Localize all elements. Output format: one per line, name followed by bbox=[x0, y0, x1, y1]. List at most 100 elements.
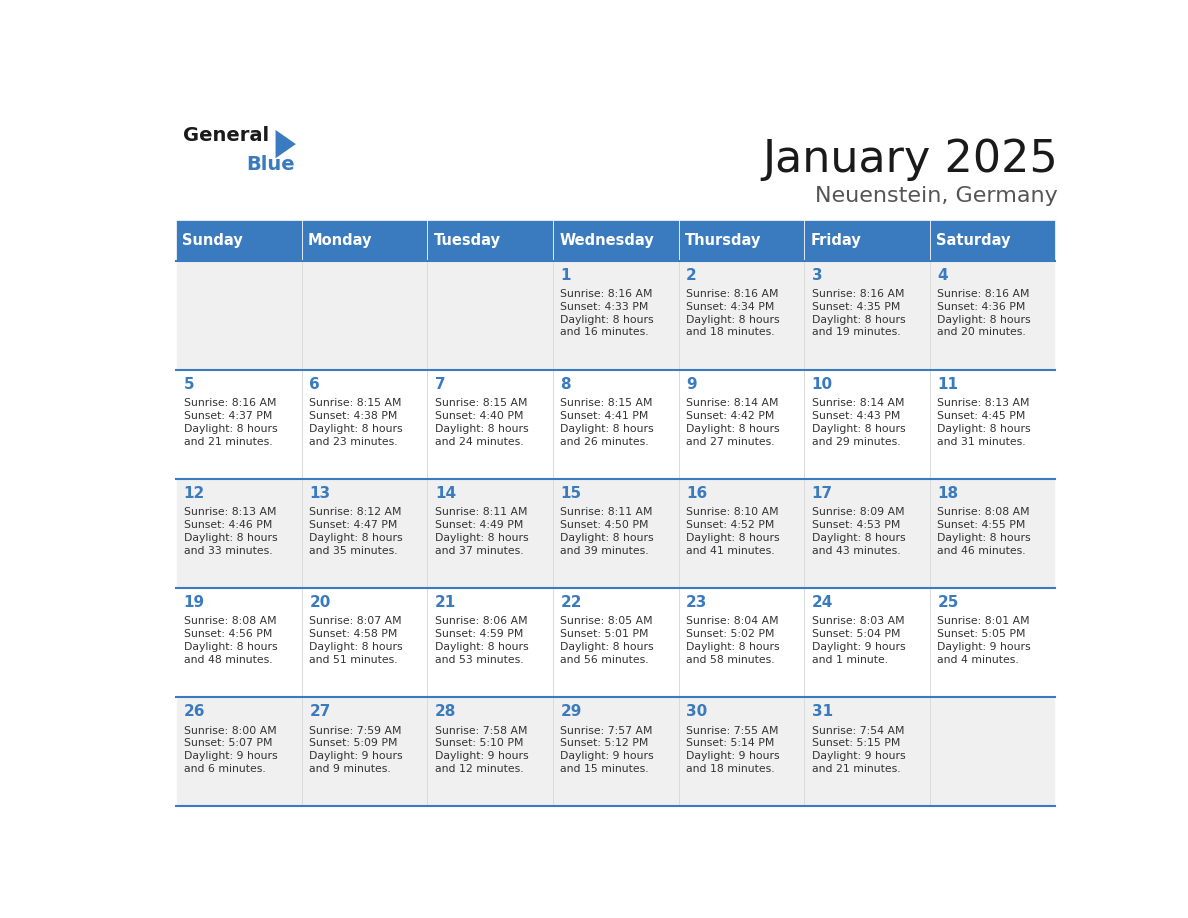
Text: 1: 1 bbox=[561, 268, 571, 283]
Text: Sunday: Sunday bbox=[183, 233, 244, 248]
Text: Sunrise: 8:16 AM
Sunset: 4:35 PM
Daylight: 8 hours
and 19 minutes.: Sunrise: 8:16 AM Sunset: 4:35 PM Dayligh… bbox=[811, 289, 905, 338]
FancyBboxPatch shape bbox=[302, 261, 428, 370]
Text: Neuenstein, Germany: Neuenstein, Germany bbox=[815, 185, 1059, 206]
Text: Sunrise: 8:00 AM
Sunset: 5:07 PM
Daylight: 9 hours
and 6 minutes.: Sunrise: 8:00 AM Sunset: 5:07 PM Dayligh… bbox=[184, 725, 277, 774]
FancyBboxPatch shape bbox=[804, 479, 930, 588]
Text: Sunrise: 7:58 AM
Sunset: 5:10 PM
Daylight: 9 hours
and 12 minutes.: Sunrise: 7:58 AM Sunset: 5:10 PM Dayligh… bbox=[435, 725, 529, 774]
Text: Sunrise: 8:14 AM
Sunset: 4:42 PM
Daylight: 8 hours
and 27 minutes.: Sunrise: 8:14 AM Sunset: 4:42 PM Dayligh… bbox=[687, 398, 779, 446]
Text: 9: 9 bbox=[687, 377, 696, 392]
Text: Sunrise: 8:16 AM
Sunset: 4:34 PM
Daylight: 8 hours
and 18 minutes.: Sunrise: 8:16 AM Sunset: 4:34 PM Dayligh… bbox=[687, 289, 779, 338]
Text: 17: 17 bbox=[811, 486, 833, 501]
FancyBboxPatch shape bbox=[428, 370, 552, 479]
Text: Sunrise: 8:15 AM
Sunset: 4:41 PM
Daylight: 8 hours
and 26 minutes.: Sunrise: 8:15 AM Sunset: 4:41 PM Dayligh… bbox=[561, 398, 655, 446]
FancyBboxPatch shape bbox=[930, 588, 1055, 698]
FancyBboxPatch shape bbox=[552, 698, 678, 806]
Text: Sunrise: 8:11 AM
Sunset: 4:49 PM
Daylight: 8 hours
and 37 minutes.: Sunrise: 8:11 AM Sunset: 4:49 PM Dayligh… bbox=[435, 508, 529, 555]
Text: 10: 10 bbox=[811, 377, 833, 392]
Text: 24: 24 bbox=[811, 595, 833, 610]
FancyBboxPatch shape bbox=[176, 479, 302, 588]
FancyBboxPatch shape bbox=[302, 698, 428, 806]
FancyBboxPatch shape bbox=[176, 588, 302, 698]
Text: 7: 7 bbox=[435, 377, 446, 392]
Text: Monday: Monday bbox=[308, 233, 373, 248]
FancyBboxPatch shape bbox=[176, 219, 302, 261]
Text: 26: 26 bbox=[184, 704, 206, 720]
Text: 16: 16 bbox=[687, 486, 707, 501]
Text: Sunrise: 8:09 AM
Sunset: 4:53 PM
Daylight: 8 hours
and 43 minutes.: Sunrise: 8:09 AM Sunset: 4:53 PM Dayligh… bbox=[811, 508, 905, 555]
FancyBboxPatch shape bbox=[176, 261, 302, 370]
FancyBboxPatch shape bbox=[552, 479, 678, 588]
Text: Wednesday: Wednesday bbox=[560, 233, 653, 248]
Text: Friday: Friday bbox=[810, 233, 861, 248]
Text: 13: 13 bbox=[309, 486, 330, 501]
FancyBboxPatch shape bbox=[804, 219, 930, 261]
Text: General: General bbox=[183, 126, 270, 145]
Text: 21: 21 bbox=[435, 595, 456, 610]
Text: 28: 28 bbox=[435, 704, 456, 720]
Text: Thursday: Thursday bbox=[684, 233, 762, 248]
Text: Sunrise: 8:16 AM
Sunset: 4:36 PM
Daylight: 8 hours
and 20 minutes.: Sunrise: 8:16 AM Sunset: 4:36 PM Dayligh… bbox=[937, 289, 1031, 338]
FancyBboxPatch shape bbox=[552, 261, 678, 370]
Text: Saturday: Saturday bbox=[936, 233, 1011, 248]
FancyBboxPatch shape bbox=[930, 219, 1055, 261]
Text: Sunrise: 8:11 AM
Sunset: 4:50 PM
Daylight: 8 hours
and 39 minutes.: Sunrise: 8:11 AM Sunset: 4:50 PM Dayligh… bbox=[561, 508, 655, 555]
Text: Sunrise: 8:04 AM
Sunset: 5:02 PM
Daylight: 8 hours
and 58 minutes.: Sunrise: 8:04 AM Sunset: 5:02 PM Dayligh… bbox=[687, 616, 779, 665]
Text: 27: 27 bbox=[309, 704, 330, 720]
Text: Sunrise: 8:15 AM
Sunset: 4:40 PM
Daylight: 8 hours
and 24 minutes.: Sunrise: 8:15 AM Sunset: 4:40 PM Dayligh… bbox=[435, 398, 529, 446]
Text: Sunrise: 8:15 AM
Sunset: 4:38 PM
Daylight: 8 hours
and 23 minutes.: Sunrise: 8:15 AM Sunset: 4:38 PM Dayligh… bbox=[309, 398, 403, 446]
FancyBboxPatch shape bbox=[678, 261, 804, 370]
FancyBboxPatch shape bbox=[302, 370, 428, 479]
Text: 15: 15 bbox=[561, 486, 582, 501]
Text: Sunrise: 8:06 AM
Sunset: 4:59 PM
Daylight: 8 hours
and 53 minutes.: Sunrise: 8:06 AM Sunset: 4:59 PM Dayligh… bbox=[435, 616, 529, 665]
Text: 31: 31 bbox=[811, 704, 833, 720]
Text: 12: 12 bbox=[184, 486, 204, 501]
Text: January 2025: January 2025 bbox=[763, 139, 1059, 182]
Text: Sunrise: 8:07 AM
Sunset: 4:58 PM
Daylight: 8 hours
and 51 minutes.: Sunrise: 8:07 AM Sunset: 4:58 PM Dayligh… bbox=[309, 616, 403, 665]
FancyBboxPatch shape bbox=[302, 479, 428, 588]
Text: Tuesday: Tuesday bbox=[434, 233, 500, 248]
Text: 2: 2 bbox=[687, 268, 697, 283]
FancyBboxPatch shape bbox=[678, 479, 804, 588]
Text: 19: 19 bbox=[184, 595, 204, 610]
Text: 20: 20 bbox=[309, 595, 330, 610]
Text: Sunrise: 8:05 AM
Sunset: 5:01 PM
Daylight: 8 hours
and 56 minutes.: Sunrise: 8:05 AM Sunset: 5:01 PM Dayligh… bbox=[561, 616, 655, 665]
FancyBboxPatch shape bbox=[176, 698, 302, 806]
Text: 22: 22 bbox=[561, 595, 582, 610]
Text: Sunrise: 8:08 AM
Sunset: 4:56 PM
Daylight: 8 hours
and 48 minutes.: Sunrise: 8:08 AM Sunset: 4:56 PM Dayligh… bbox=[184, 616, 277, 665]
FancyBboxPatch shape bbox=[176, 370, 302, 479]
Text: 25: 25 bbox=[937, 595, 959, 610]
Polygon shape bbox=[276, 130, 296, 158]
Text: Sunrise: 8:13 AM
Sunset: 4:45 PM
Daylight: 8 hours
and 31 minutes.: Sunrise: 8:13 AM Sunset: 4:45 PM Dayligh… bbox=[937, 398, 1031, 446]
Text: 30: 30 bbox=[687, 704, 707, 720]
FancyBboxPatch shape bbox=[678, 370, 804, 479]
FancyBboxPatch shape bbox=[428, 479, 552, 588]
Text: Sunrise: 8:10 AM
Sunset: 4:52 PM
Daylight: 8 hours
and 41 minutes.: Sunrise: 8:10 AM Sunset: 4:52 PM Dayligh… bbox=[687, 508, 779, 555]
FancyBboxPatch shape bbox=[428, 588, 552, 698]
FancyBboxPatch shape bbox=[428, 698, 552, 806]
Text: Sunrise: 8:13 AM
Sunset: 4:46 PM
Daylight: 8 hours
and 33 minutes.: Sunrise: 8:13 AM Sunset: 4:46 PM Dayligh… bbox=[184, 508, 277, 555]
FancyBboxPatch shape bbox=[552, 370, 678, 479]
FancyBboxPatch shape bbox=[930, 479, 1055, 588]
Text: 11: 11 bbox=[937, 377, 959, 392]
Text: Blue: Blue bbox=[246, 155, 295, 174]
Text: 6: 6 bbox=[309, 377, 320, 392]
FancyBboxPatch shape bbox=[428, 261, 552, 370]
Text: 23: 23 bbox=[687, 595, 708, 610]
Text: Sunrise: 8:16 AM
Sunset: 4:33 PM
Daylight: 8 hours
and 16 minutes.: Sunrise: 8:16 AM Sunset: 4:33 PM Dayligh… bbox=[561, 289, 655, 338]
Text: Sunrise: 8:12 AM
Sunset: 4:47 PM
Daylight: 8 hours
and 35 minutes.: Sunrise: 8:12 AM Sunset: 4:47 PM Dayligh… bbox=[309, 508, 403, 555]
FancyBboxPatch shape bbox=[552, 588, 678, 698]
FancyBboxPatch shape bbox=[930, 698, 1055, 806]
Text: 18: 18 bbox=[937, 486, 959, 501]
Text: Sunrise: 8:03 AM
Sunset: 5:04 PM
Daylight: 9 hours
and 1 minute.: Sunrise: 8:03 AM Sunset: 5:04 PM Dayligh… bbox=[811, 616, 905, 665]
FancyBboxPatch shape bbox=[930, 370, 1055, 479]
FancyBboxPatch shape bbox=[678, 588, 804, 698]
Text: 5: 5 bbox=[184, 377, 195, 392]
Text: 8: 8 bbox=[561, 377, 571, 392]
FancyBboxPatch shape bbox=[552, 219, 678, 261]
Text: Sunrise: 8:08 AM
Sunset: 4:55 PM
Daylight: 8 hours
and 46 minutes.: Sunrise: 8:08 AM Sunset: 4:55 PM Dayligh… bbox=[937, 508, 1031, 555]
Text: Sunrise: 7:57 AM
Sunset: 5:12 PM
Daylight: 9 hours
and 15 minutes.: Sunrise: 7:57 AM Sunset: 5:12 PM Dayligh… bbox=[561, 725, 655, 774]
Text: Sunrise: 7:54 AM
Sunset: 5:15 PM
Daylight: 9 hours
and 21 minutes.: Sunrise: 7:54 AM Sunset: 5:15 PM Dayligh… bbox=[811, 725, 905, 774]
Text: 4: 4 bbox=[937, 268, 948, 283]
FancyBboxPatch shape bbox=[678, 219, 804, 261]
FancyBboxPatch shape bbox=[678, 698, 804, 806]
